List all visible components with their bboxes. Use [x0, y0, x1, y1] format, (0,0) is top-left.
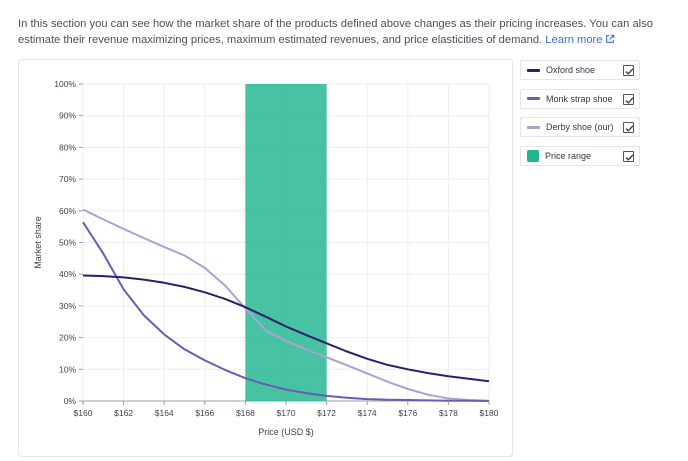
y-tick-label: 90% [59, 111, 76, 121]
legend-checkbox[interactable] [623, 150, 634, 162]
y-tick-label: 10% [59, 364, 76, 374]
price-range-band [245, 84, 327, 401]
y-axis-ticks: 0% 10% 20% 30% 40% 50% 60% 70% 80% 90% 100% [54, 79, 83, 406]
x-tick-label: $166 [195, 408, 214, 418]
y-tick-label: 40% [59, 269, 76, 279]
x-axis-ticks: $160 $162 $164 $166 $168 $170 $172 $174 $176 $178… [74, 401, 499, 418]
legend-item-derby-shoe-our[interactable]: Derby shoe (our) [520, 117, 640, 137]
y-tick-label: 50% [59, 238, 76, 248]
x-tick-label: $162 [114, 408, 133, 418]
x-tick-label: $178 [439, 408, 458, 418]
x-tick-label: $176 [398, 408, 417, 418]
legend-item-oxford-shoe[interactable]: Oxford shoe [520, 60, 640, 80]
legend-label: Price range [545, 150, 592, 161]
series-lines [82, 208, 490, 402]
legend-label: Oxford shoe [546, 65, 596, 75]
checkmark-icon [625, 96, 634, 104]
legend-checkbox[interactable] [623, 93, 634, 105]
chart-svg: 0%10%20%30%40%50%60%70%80%90%100% $160 $1… [33, 79, 499, 437]
x-tick-label: $168 [236, 408, 255, 418]
intro-description: In this section you can see how the mark… [18, 18, 653, 46]
y-tick-label: 30% [59, 301, 76, 311]
legend-item-price-range[interactable]: Price range [520, 145, 640, 166]
legend-checkbox[interactable] [623, 65, 634, 76]
legend-label: Monk strap shoe [546, 93, 613, 104]
legend-swatch [527, 97, 540, 100]
series-line-monk-strap-shoe [82, 221, 490, 402]
x-tick-label: $160 [74, 408, 93, 418]
legend-swatch [527, 125, 540, 129]
legend-item-monk-strap-shoe[interactable]: Monk strap shoe [520, 88, 640, 109]
x-axis-label: Price (USD $) [258, 427, 314, 437]
legend-label: Derby shoe (our) [546, 122, 614, 132]
y-tick-label: 70% [59, 174, 76, 184]
y-tick-label: 0% [64, 396, 77, 406]
learn-more-label: Learn more [545, 34, 603, 46]
market-share-chart: 0% 10% 20% 30% 40% 50% 60% 70% 80% 90% 100% $160 $1… [18, 59, 513, 457]
chart-legend: Oxford shoe Monk strap shoe Derby shoe (ou… [520, 60, 640, 174]
checkmark-icon [625, 125, 634, 132]
learn-more-link[interactable]: Learn more [545, 34, 614, 46]
x-tick-label: $170 [277, 408, 296, 418]
legend-swatch [527, 68, 540, 72]
legend-checkbox[interactable] [623, 122, 634, 133]
checkmark-icon [625, 153, 634, 161]
y-axis-label: Market share [33, 216, 43, 269]
price-range-layer [245, 84, 327, 401]
checkmark-icon [625, 68, 634, 75]
x-tick-label: $164 [155, 408, 174, 418]
x-tick-label: $174 [358, 408, 377, 418]
y-tick-label: 80% [59, 142, 76, 152]
series-line-derby-shoe-our [82, 208, 490, 402]
intro-text: In this section you can see how the mark… [18, 16, 678, 48]
y-tick-label: 60% [59, 206, 76, 216]
x-tick-label: $172 [317, 408, 336, 418]
series-line-oxford-shoe [82, 274, 490, 383]
legend-swatch [527, 149, 539, 162]
external-link-icon [605, 34, 614, 43]
y-tick-label: 100% [54, 79, 76, 89]
y-tick-label: 20% [59, 333, 76, 343]
x-tick-label: $180 [480, 408, 499, 418]
